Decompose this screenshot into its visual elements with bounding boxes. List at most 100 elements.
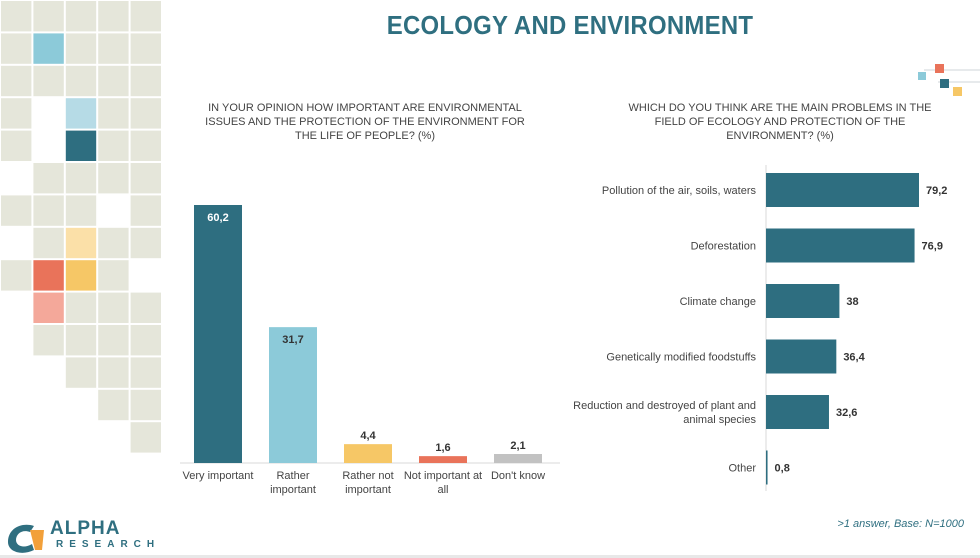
decorative-squares-icon xyxy=(918,64,980,96)
mosaic-tile xyxy=(65,98,97,129)
mosaic-tile xyxy=(98,65,129,97)
importance-bar-chart: 60,2 Very important 31,7 Rather important 4,4… xyxy=(180,205,560,496)
mosaic-tile xyxy=(33,292,64,323)
mosaic-tile xyxy=(33,195,64,226)
category-label: Reduction and destroyed of plant and xyxy=(573,400,756,412)
bar-value-label: 60,2 xyxy=(207,212,228,224)
bar-value-label: 4,4 xyxy=(360,430,376,442)
mosaic-tile xyxy=(98,325,129,356)
bar-value-label: 32,6 xyxy=(836,407,857,419)
bar-value-label: 2,1 xyxy=(510,440,525,452)
bar xyxy=(766,450,768,485)
mosaic-tile xyxy=(130,1,161,32)
mosaic-tile xyxy=(1,260,32,291)
mosaic-tile xyxy=(130,227,161,259)
mosaic-tile xyxy=(130,130,161,161)
mosaic-tile xyxy=(33,325,64,356)
mosaic-tile xyxy=(65,325,97,356)
mosaic-tile xyxy=(33,33,64,64)
mosaic-tile xyxy=(33,260,64,291)
right-question-line: FIELD OF ECOLOGY AND PROTECTION OF THE xyxy=(654,116,906,128)
category-label: Deforestation xyxy=(691,241,756,253)
logo-name: ALPHA xyxy=(50,518,121,539)
mosaic-tile xyxy=(1,1,32,32)
category-label: Genetically modified foodstuffs xyxy=(606,352,756,364)
category-label: all xyxy=(437,484,448,496)
mosaic-tile xyxy=(1,130,32,161)
mosaic-tile xyxy=(65,130,97,161)
bar xyxy=(494,454,542,463)
mosaic-tile xyxy=(65,163,97,194)
mosaic-tile xyxy=(65,65,97,97)
category-label: animal species xyxy=(683,414,756,426)
mosaic-tile xyxy=(130,389,161,421)
mosaic-tile xyxy=(1,33,32,64)
category-label: Climate change xyxy=(680,296,756,308)
bar xyxy=(269,327,317,463)
decorative-mosaic xyxy=(1,1,161,453)
mosaic-tile xyxy=(65,195,97,226)
mosaic-tile xyxy=(130,98,161,129)
base-footnote: >1 answer, Base: N=1000 xyxy=(837,518,964,530)
mosaic-tile xyxy=(65,33,97,64)
mosaic-tile xyxy=(130,163,161,194)
mosaic-tile xyxy=(130,33,161,64)
bar-value-label: 1,6 xyxy=(435,442,450,454)
mosaic-tile xyxy=(65,357,97,388)
mosaic-tile xyxy=(1,195,32,226)
bar xyxy=(194,205,242,463)
mosaic-tile xyxy=(98,130,129,161)
mosaic-tile xyxy=(98,292,129,323)
page-title: ECOLOGY AND ENVIRONMENT xyxy=(386,10,754,40)
right-question-line: ENVIRONMENT? (%) xyxy=(726,130,834,142)
mosaic-tile xyxy=(65,260,97,291)
left-question-line: IN YOUR OPINION HOW IMPORTANT ARE ENVIRO… xyxy=(208,102,522,114)
mosaic-tile xyxy=(130,422,161,453)
mosaic-tile xyxy=(1,98,32,129)
mosaic-tile xyxy=(98,227,129,259)
bar-value-label: 38 xyxy=(846,296,858,308)
category-label: Rather xyxy=(276,470,309,482)
mosaic-tile xyxy=(98,389,129,421)
mosaic-tile xyxy=(98,98,129,129)
mosaic-tile xyxy=(98,357,129,388)
category-label: important xyxy=(270,484,316,496)
mosaic-tile xyxy=(130,65,161,97)
bar xyxy=(766,395,829,429)
bar xyxy=(766,339,837,374)
mosaic-tile xyxy=(130,195,161,226)
mosaic-tile xyxy=(130,292,161,323)
bar xyxy=(419,456,467,463)
problems-bar-chart: 79,2 Pollution of the air, soils, waters 7… xyxy=(573,165,947,491)
bottom-divider xyxy=(0,555,980,558)
bar xyxy=(766,173,919,207)
bar-value-label: 31,7 xyxy=(282,334,303,346)
bar-value-label: 36,4 xyxy=(843,352,865,364)
mosaic-tile xyxy=(33,163,64,194)
mosaic-tile xyxy=(98,260,129,291)
alpha-research-logo xyxy=(8,524,44,553)
bar-value-label: 76,9 xyxy=(922,241,943,253)
left-chart-question: IN YOUR OPINION HOW IMPORTANT ARE ENVIRO… xyxy=(205,101,525,143)
category-label: Other xyxy=(728,463,756,475)
left-question-line: THE LIFE OF PEOPLE? (%) xyxy=(295,130,435,142)
category-label: Don't know xyxy=(491,470,545,482)
category-label: Not important at xyxy=(404,470,482,482)
mosaic-tile xyxy=(65,1,97,32)
mosaic-tile xyxy=(1,65,32,97)
bar-value-label: 0,8 xyxy=(775,463,790,475)
bar xyxy=(766,284,840,318)
bar xyxy=(766,228,915,263)
category-label: Rather not xyxy=(342,470,393,482)
bar-value-label: 79,2 xyxy=(926,185,947,197)
mosaic-tile xyxy=(33,1,64,32)
category-label: Very important xyxy=(183,470,254,482)
category-label: important xyxy=(345,484,391,496)
mosaic-tile xyxy=(130,357,161,388)
category-label: Pollution of the air, soils, waters xyxy=(602,185,757,197)
right-question-line: WHICH DO YOU THINK ARE THE MAIN PROBLEMS… xyxy=(628,102,932,114)
mosaic-tile xyxy=(65,227,97,259)
mosaic-tile xyxy=(98,163,129,194)
mosaic-tile xyxy=(130,325,161,356)
mosaic-tile xyxy=(98,1,129,32)
